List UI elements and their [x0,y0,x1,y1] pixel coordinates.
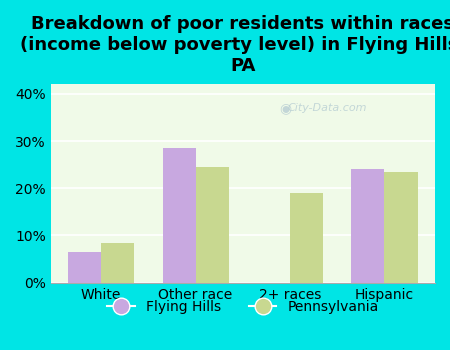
Legend: Flying Hills, Pennsylvania: Flying Hills, Pennsylvania [101,294,384,319]
Bar [290,193,323,283]
Bar [351,169,384,283]
Title: Breakdown of poor residents within races
(income below poverty level) in Flying : Breakdown of poor residents within races… [20,15,450,75]
Bar [196,167,229,283]
Bar [68,252,101,283]
Bar [384,172,418,283]
Bar [162,148,196,283]
Bar [101,243,134,283]
Text: ◉: ◉ [279,101,291,115]
Text: City-Data.com: City-Data.com [288,103,367,113]
